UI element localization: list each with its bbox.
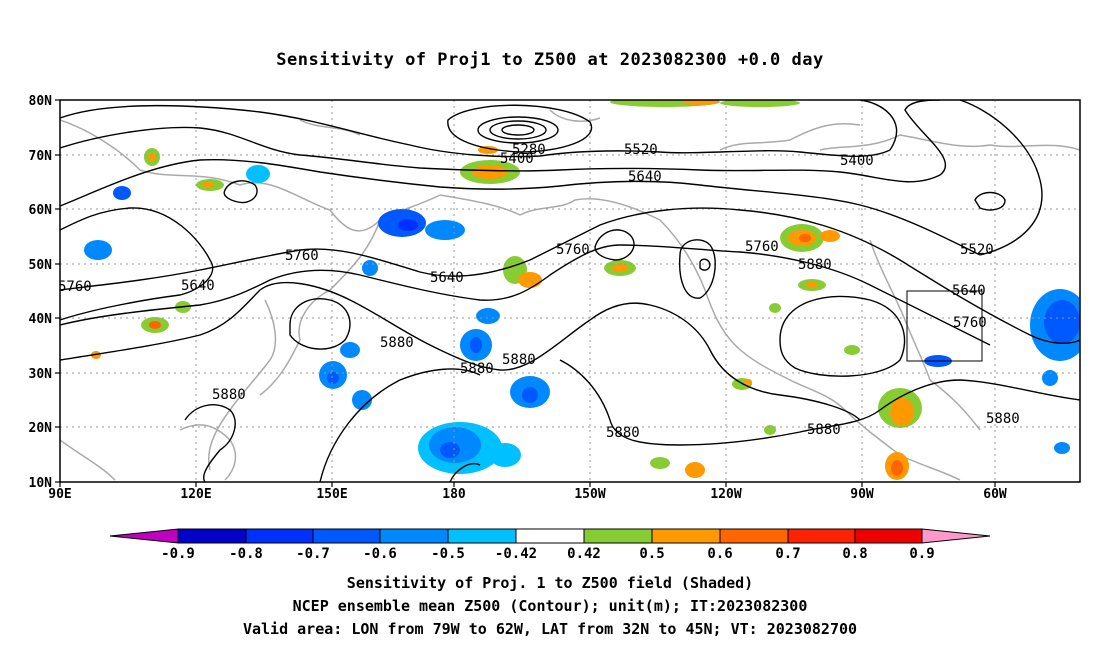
map-title: Sensitivity of Proj1 to Z500 at 20230823… — [276, 50, 824, 70]
contour-label: 5880 — [807, 422, 841, 438]
graticule — [60, 100, 1080, 482]
colorbar-label: -0.7 — [296, 546, 330, 562]
contour-label: 5880 — [798, 257, 832, 273]
colorbar-label: -0.6 — [363, 546, 397, 562]
lat-label: 10N — [29, 476, 53, 491]
colorbar-label: 0.8 — [842, 546, 867, 562]
lon-label: 150E — [316, 487, 347, 502]
contour-label: 5880 — [502, 352, 536, 368]
sensitivity-shading — [84, 100, 1080, 480]
contour-label: 5760 — [285, 248, 319, 264]
colorbar-label: -0.9 — [161, 546, 195, 562]
colorbar-upper-triangle — [921, 528, 991, 544]
lat-label: 40N — [29, 312, 53, 327]
axis-ticks — [55, 99, 996, 487]
lat-label: 70N — [29, 149, 53, 164]
contour-label: 5880 — [460, 361, 494, 377]
colorbar-lower-triangle — [109, 528, 179, 544]
contour-label: 5520 — [960, 242, 994, 258]
contour-label: 5640 — [628, 169, 662, 185]
colorbar-cell — [515, 528, 585, 544]
latitude-labels: 80N 70N 60N 50N 40N 30N 20N 10N — [29, 94, 53, 491]
caption-valid-area: Valid area: LON from 79W to 62W, LAT fro… — [242, 620, 858, 638]
contour-labels: 5280 5400 5520 5400 5640 5760 5640 5760 … — [58, 142, 1020, 441]
colorbar-label: 0.7 — [775, 546, 800, 562]
contour-label: 5520 — [624, 142, 658, 158]
contour-label: 5760 — [953, 315, 987, 331]
colorbar-label: -0.42 — [495, 546, 537, 562]
contour-label: 5880 — [212, 387, 246, 403]
colorbar-label: 0.42 — [567, 546, 601, 562]
lon-label: 120E — [180, 487, 211, 502]
lon-label: 60W — [983, 487, 1007, 502]
valid-area-box — [906, 290, 983, 362]
map-frame — [59, 99, 1081, 483]
lat-label: 80N — [29, 94, 53, 109]
colorbar-label: 0.6 — [707, 546, 732, 562]
contour-label: 5400 — [500, 151, 534, 167]
colorbar — [109, 528, 991, 544]
colorbar-cell — [583, 528, 653, 544]
contour-label: 5280 — [512, 142, 546, 158]
colorbar-cell — [447, 528, 517, 544]
colorbar-label: 0.9 — [909, 546, 934, 562]
lon-label: 90W — [850, 487, 874, 502]
lon-label: 90E — [48, 487, 71, 502]
contour-label: 5880 — [986, 411, 1020, 427]
colorbar-cell — [245, 528, 314, 544]
colorbar-cell — [651, 528, 721, 544]
lat-label: 60N — [29, 203, 53, 218]
contour-label: 5640 — [430, 270, 464, 286]
lat-label: 50N — [29, 258, 53, 273]
colorbar-label: 0.5 — [639, 546, 664, 562]
contour-label: 5760 — [745, 239, 779, 255]
colorbar-cell — [312, 528, 381, 544]
lon-label: 120W — [710, 487, 741, 502]
longitude-labels: 90E 120E 150E 180 150W 120W 90W 60W — [48, 487, 1007, 502]
colorbar-cell — [177, 528, 247, 544]
lat-label: 20N — [29, 421, 53, 436]
lat-label: 30N — [29, 367, 53, 382]
colorbar-label: -0.5 — [431, 546, 465, 562]
contour-label: 5760 — [58, 279, 92, 295]
colorbar-cell — [787, 528, 856, 544]
lon-label: 150W — [574, 487, 605, 502]
colorbar-cell — [379, 528, 449, 544]
colorbar-cell — [854, 528, 923, 544]
colorbar-labels: -0.9 -0.8 -0.7 -0.6 -0.5 -0.42 0.42 0.5 … — [161, 546, 935, 562]
contour-label: 5640 — [181, 278, 215, 294]
caption-shading: Sensitivity of Proj. 1 to Z500 field (Sh… — [346, 574, 754, 592]
colorbar-cell — [719, 528, 789, 544]
caption-contour: NCEP ensemble mean Z500 (Contour); unit(… — [292, 597, 808, 615]
contour-label: 5880 — [380, 335, 414, 351]
contour-label: 5760 — [556, 242, 590, 258]
contour-label: 5880 — [606, 425, 640, 441]
lon-label: 180 — [442, 487, 466, 502]
contour-label: 5400 — [840, 153, 874, 169]
z500-contours — [60, 100, 1080, 482]
colorbar-label: -0.8 — [229, 546, 263, 562]
